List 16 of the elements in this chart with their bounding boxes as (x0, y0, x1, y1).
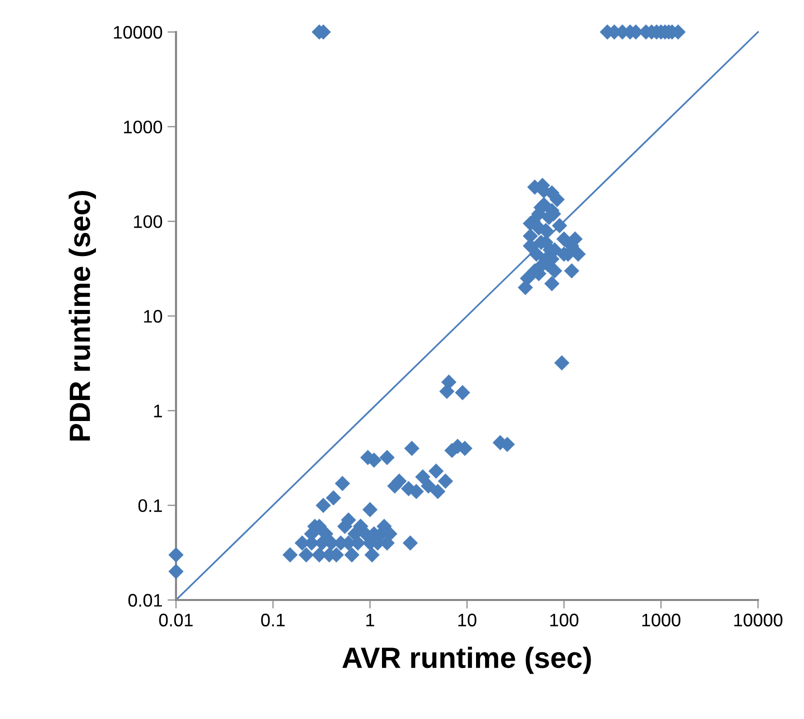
y-axis-title: PDR runtime (sec) (68, 191, 96, 440)
y-tick-label: 10 (144, 310, 162, 323)
x-tick-label: 10000 (734, 614, 782, 626)
x-tick-label: 10 (458, 614, 476, 626)
x-tick-label: 0.01 (159, 614, 193, 626)
y-tick-label: 0.1 (138, 499, 162, 512)
x-tick-label: 100 (550, 614, 578, 626)
y-tick-label: 100 (134, 215, 162, 228)
y-tick-label: 0.01 (128, 594, 162, 607)
x-tick-label: 1000 (642, 614, 680, 626)
x-tick-label: 0.1 (261, 614, 285, 626)
x-tick-label: 1 (366, 614, 374, 626)
y-tick-label: 1000 (124, 120, 162, 134)
y-tick-label: 1 (154, 404, 162, 418)
y-tick-label: 10000 (114, 26, 162, 39)
x-axis-title: AVR runtime (sec) (342, 646, 591, 674)
